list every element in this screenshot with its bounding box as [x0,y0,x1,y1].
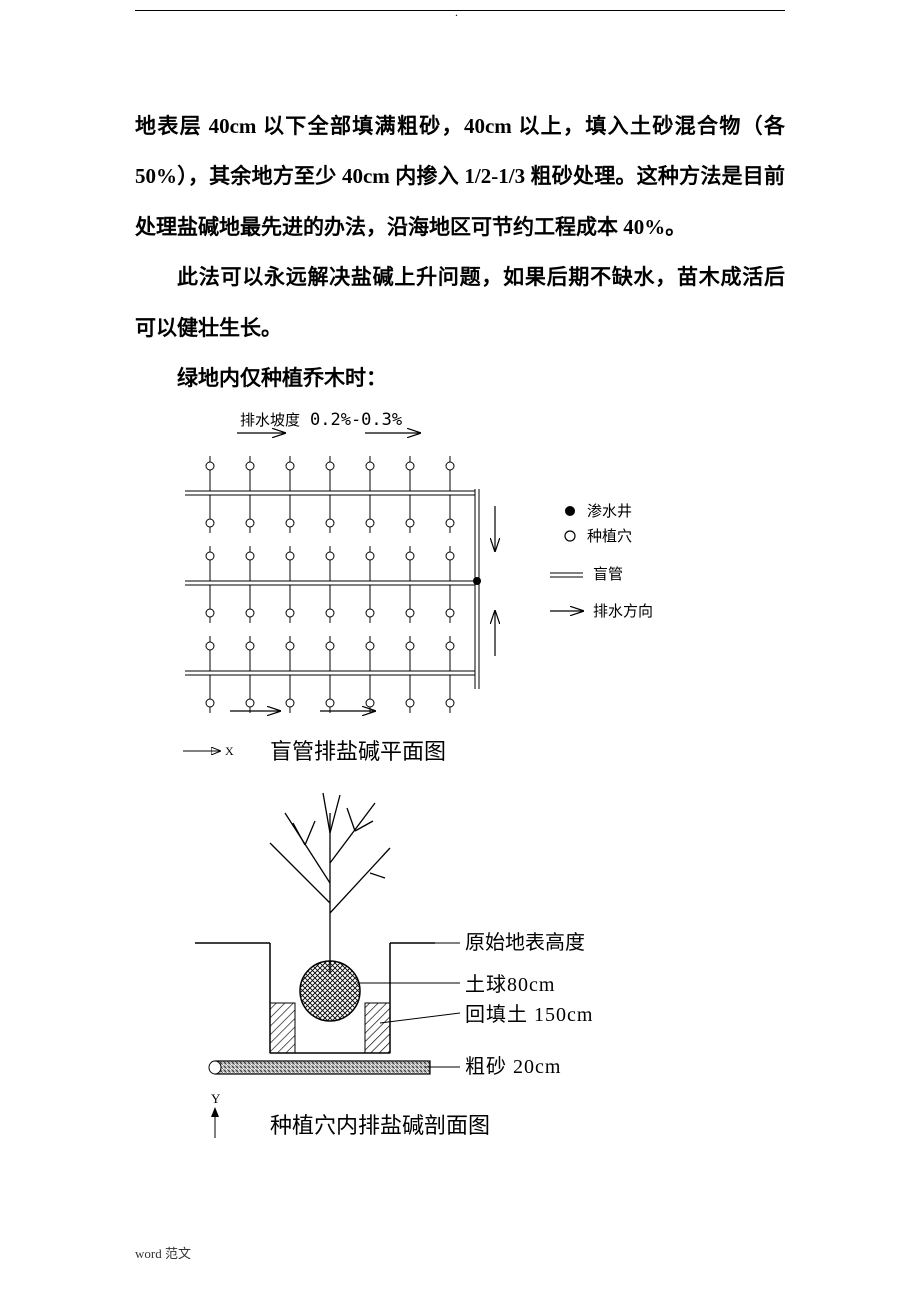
section-diagram: 原始地表高度 土球80cm 回填土 150cm 粗砂 20cm Y 种植穴内排盐… [175,773,785,1153]
legend-well: 渗水井 [587,503,632,520]
section-svg: 原始地表高度 土球80cm 回填土 150cm 粗砂 20cm Y 种植穴内排盐… [175,773,735,1153]
plan-diagram: 排水坡度 0.2%-0.3% 渗水井 种植穴 [175,411,785,781]
label-backfill: 回填土 150cm [465,1003,593,1026]
plan-title: 盲管排盐碱平面图 [270,739,446,764]
paragraph-3: 绿地内仅种植乔木时： [135,353,785,403]
legend-flow: 排水方向 [593,603,653,620]
footer: word 范文 [135,1243,191,1262]
legend: 渗水井 种植穴 盲管 排水方向 [550,503,653,620]
plan-grid [185,456,475,713]
slope-label: 排水坡度 [240,412,300,429]
tree [270,793,390,973]
top-dot: . [455,5,458,20]
slope-value: 0.2%-0.3% [310,411,402,430]
y-label: Y [211,1091,221,1106]
top-rule: . [135,10,785,11]
legend-hole: 种植穴 [587,528,632,545]
paragraph-1: 地表层 40cm 以下全部填满粗砂，40cm 以上，填入土砂混合物（各50%），… [135,101,785,252]
root-ball [300,961,360,1021]
label-ground: 原始地表高度 [465,931,585,954]
sand-layer [215,1061,430,1074]
legend-pipe: 盲管 [593,566,623,583]
page-content: . 地表层 40cm 以下全部填满粗砂，40cm 以上，填入土砂混合物（各50%… [135,10,785,1153]
label-sand: 粗砂 20cm [465,1055,561,1078]
label-ball: 土球80cm [465,973,555,996]
paragraph-2: 此法可以永远解决盐碱上升问题，如果后期不缺水，苗木成活后可以健壮生长。 [135,252,785,353]
well-marker [473,577,481,585]
section-title: 种植穴内排盐碱剖面图 [270,1113,490,1138]
plan-svg: 排水坡度 0.2%-0.3% 渗水井 种植穴 [175,411,735,781]
x-label: X [225,744,234,758]
